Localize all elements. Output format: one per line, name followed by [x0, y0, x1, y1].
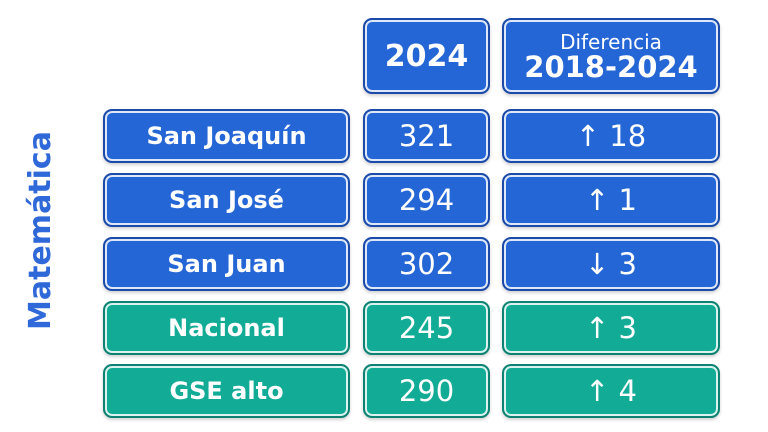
row-name: Nacional	[168, 314, 285, 342]
row-name-cell: Nacional	[103, 301, 350, 355]
row-diff-cell: ↓ 3	[502, 237, 720, 291]
row-score-cell: 290	[363, 364, 490, 418]
row-name-cell: GSE alto	[103, 364, 350, 418]
subject-label-text: Matemática	[22, 130, 58, 330]
row-name: San José	[169, 186, 284, 214]
row-name: San Joaquín	[146, 122, 307, 150]
row-score: 321	[398, 119, 455, 153]
header-difference-line1: Diferencia	[560, 30, 662, 54]
row-name: San Juan	[167, 250, 286, 278]
row-name-cell: San Juan	[103, 237, 350, 291]
row-name-cell: San Joaquín	[103, 109, 350, 163]
row-score-cell: 245	[363, 301, 490, 355]
header-year-text: 2024	[384, 38, 469, 74]
row-score-cell: 294	[363, 173, 490, 227]
header-difference-line2: 2018-2024	[524, 50, 698, 84]
row-diff-cell: ↑ 1	[502, 173, 720, 227]
row-diff-cell: ↑ 4	[502, 364, 720, 418]
row-diff: ↑ 1	[585, 183, 637, 217]
row-diff-cell: ↑ 18	[502, 109, 720, 163]
row-diff: ↓ 3	[585, 247, 637, 281]
row-score: 294	[398, 183, 455, 217]
row-diff: ↑ 3	[585, 311, 637, 345]
row-score: 302	[398, 247, 455, 281]
row-score-cell: 302	[363, 237, 490, 291]
row-score-cell: 321	[363, 109, 490, 163]
header-year: 2024	[363, 18, 490, 94]
row-score: 245	[398, 311, 455, 345]
row-score: 290	[398, 374, 455, 408]
row-diff: ↑ 18	[575, 119, 647, 153]
row-name: GSE alto	[169, 377, 284, 405]
header-difference: Diferencia 2018-2024	[502, 18, 720, 94]
row-name-cell: San José	[103, 173, 350, 227]
row-diff-cell: ↑ 3	[502, 301, 720, 355]
subject-label: Matemática	[14, 120, 66, 340]
row-diff: ↑ 4	[585, 374, 637, 408]
